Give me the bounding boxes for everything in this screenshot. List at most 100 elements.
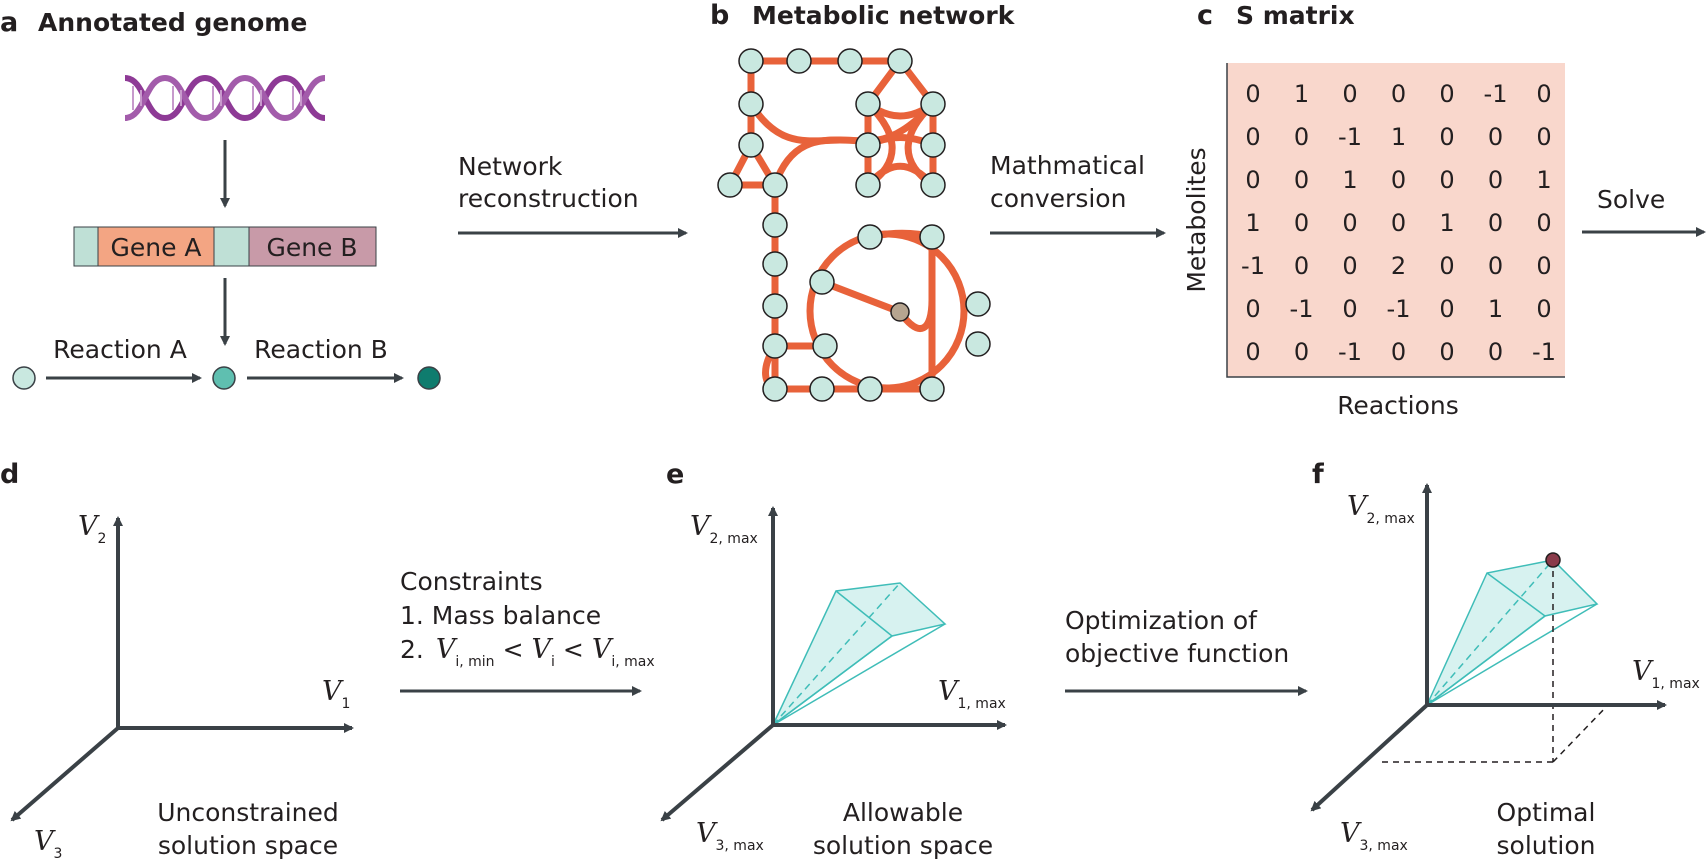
metabolite-1 [12, 366, 36, 390]
matrix-cell: 0 [1391, 209, 1406, 237]
matrix-cell: 0 [1488, 252, 1503, 280]
solve-label: Solve [1597, 185, 1665, 214]
panel-letter-f: f [1312, 459, 1324, 490]
panel-e: e V2, max V1, max V3, max Allowable solu… [660, 459, 1007, 860]
constraints-title: Constraints [400, 567, 543, 596]
matrix-cell: 0 [1439, 80, 1454, 108]
axis-label-v3-d: V3 [34, 826, 62, 862]
caption-f-2: solution [1497, 831, 1596, 860]
matrix-cell: 0 [1245, 166, 1260, 194]
reaction-b-label: Reaction B [254, 335, 388, 364]
constraint-1: 1. Mass balance [400, 601, 601, 630]
axis-label-v1-f: V1, max [1632, 656, 1700, 692]
arrow-ab-label-2: reconstruction [458, 184, 639, 213]
arrow-constraints: Constraints 1. Mass balance 2. Vi, min < Vi… [400, 567, 655, 696]
matrix-cell: 0 [1488, 209, 1503, 237]
gene-b-block [248, 226, 377, 267]
matrix-cell: 0 [1391, 166, 1406, 194]
panel-f: f V2, max V1, max V3, max Optimal soluti… [1310, 459, 1700, 860]
gene-a-block [97, 226, 215, 267]
metabolite-2 [212, 366, 236, 390]
matrix-cell: 1 [1488, 295, 1503, 323]
matrix-cell: 0 [1488, 123, 1503, 151]
matrix-cell: 0 [1245, 295, 1260, 323]
panel-title-c: S matrix [1236, 1, 1355, 30]
matrix-cell: -1 [1484, 80, 1508, 108]
arrow-optimization: Optimization of objective function [1065, 606, 1308, 696]
matrix-cell: -1 [1338, 338, 1362, 366]
axes-e [660, 506, 1007, 822]
matrix-cell: 0 [1294, 209, 1309, 237]
cone-e [772, 582, 947, 726]
caption-e-1: Allowable [843, 798, 963, 827]
matrix-cell: -1 [1241, 252, 1265, 280]
matrix-cell: -1 [1290, 295, 1314, 323]
panel-title-a: Annotated genome [38, 8, 307, 37]
matrix-cell: 1 [1294, 80, 1309, 108]
matrix-cell: 0 [1439, 252, 1454, 280]
matrix-cell: 0 [1294, 338, 1309, 366]
constraint-2: 2. Vi, min < Vi < Vi, max [400, 634, 655, 670]
panel-b: b Metabolic network [710, 0, 1016, 402]
caption-f-1: Optimal [1497, 798, 1596, 827]
matrix-cell: 0 [1536, 252, 1551, 280]
caption-e-2: solution space [813, 831, 993, 860]
arrow-bc-label-2: conversion [990, 184, 1126, 213]
panel-letter-a: a [0, 7, 18, 38]
matrix-cell: 1 [1391, 123, 1406, 151]
panel-a: a Annotated genome Gene A Gene B R [0, 7, 441, 390]
panel-letter-c: c [1197, 0, 1213, 31]
matrix-cell: 0 [1245, 123, 1260, 151]
matrix-cell: 0 [1536, 209, 1551, 237]
panel-c: c S matrix 0 1 0 0 0 -1 0 0 0 -1 1 0 0 0 0 0 1 0 0 0 1 1 0 0 0 1 0… [1182, 0, 1565, 420]
matrix-cell: 1 [1536, 166, 1551, 194]
matrix-cell: 0 [1439, 123, 1454, 151]
matrix-cell: 0 [1488, 166, 1503, 194]
gene-b-label: Gene B [266, 233, 357, 262]
matrix-cell: 0 [1342, 209, 1357, 237]
matrix-cell: 1 [1439, 209, 1454, 237]
axis-label-v2-f: V2, max [1347, 491, 1415, 527]
metabolite-3 [417, 366, 441, 390]
matrix-row-label: Metabolites [1182, 147, 1211, 292]
axis-label-v3-e: V3, max [696, 818, 764, 854]
matrix-cell: 0 [1488, 338, 1503, 366]
cone-f [1426, 559, 1599, 706]
gene-a-label: Gene A [110, 233, 201, 262]
matrix-cell: 1 [1245, 209, 1260, 237]
matrix-cell: 0 [1342, 295, 1357, 323]
matrix-cell: -1 [1532, 338, 1556, 366]
arrow-ef-label-2: objective function [1065, 639, 1289, 668]
matrix-cell: 0 [1439, 338, 1454, 366]
arrow-mathematical-conversion: Mathmatical conversion [990, 151, 1166, 238]
matrix-cell: 0 [1536, 295, 1551, 323]
s-matrix-background [1227, 63, 1565, 377]
matrix-cell: 0 [1245, 338, 1260, 366]
panel-letter-d: d [0, 459, 19, 490]
optimal-point [1545, 552, 1561, 568]
arrow-network-reconstruction: Network reconstruction [458, 152, 688, 238]
matrix-cell: 0 [1439, 295, 1454, 323]
axis-label-v2-e: V2, max [690, 511, 758, 547]
arrow-ef-label-1: Optimization of [1065, 606, 1258, 635]
arrow-ab-label-1: Network [458, 152, 563, 181]
panel-letter-b: b [710, 0, 729, 31]
caption-d-2: solution space [158, 831, 338, 860]
arrow-solve: Solve [1582, 185, 1706, 237]
matrix-cell: 0 [1342, 80, 1357, 108]
matrix-cell: 0 [1294, 252, 1309, 280]
matrix-cell: 0 [1536, 123, 1551, 151]
panel-d: d V2 V1 V3 Unconstrained solution space [0, 459, 354, 862]
axes-f [1310, 483, 1667, 812]
matrix-cell: -1 [1338, 123, 1362, 151]
matrix-cell: 0 [1294, 123, 1309, 151]
axis-label-v3-f: V3, max [1340, 818, 1408, 854]
matrix-cell: 2 [1391, 252, 1406, 280]
matrix-cell: 0 [1245, 80, 1260, 108]
matrix-cell: 0 [1391, 338, 1406, 366]
axes-d [10, 516, 354, 822]
matrix-cell: 0 [1536, 80, 1551, 108]
panel-title-b: Metabolic network [752, 1, 1016, 30]
projection-lines [1382, 560, 1609, 763]
